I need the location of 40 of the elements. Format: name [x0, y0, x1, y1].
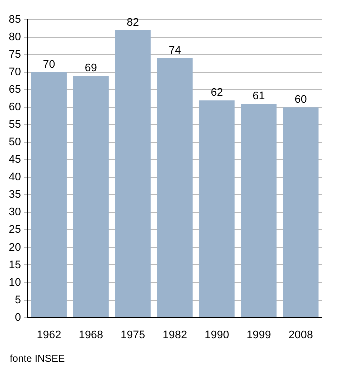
source-note: fonte INSEE [10, 354, 66, 365]
data-label: 62 [210, 87, 224, 100]
y-tick-label: 15 [8, 259, 22, 272]
x-tick-label: 1982 [162, 329, 188, 342]
x-tick-label: 2008 [288, 329, 314, 342]
bar [241, 104, 277, 318]
y-tick-label: 30 [8, 206, 22, 219]
data-label: 69 [85, 62, 98, 75]
y-tick-label: 65 [8, 84, 22, 96]
y-tick-label: 75 [8, 49, 22, 62]
data-label: 70 [43, 59, 56, 72]
y-tick-label: 25 [8, 224, 22, 236]
y-tick-label: 5 [15, 294, 22, 306]
data-label: 82 [127, 17, 140, 30]
y-tick-label: 70 [8, 66, 22, 79]
y-tick-label: 60 [8, 102, 22, 114]
x-tick-label: 1975 [120, 329, 146, 342]
y-tick-label: 80 [8, 32, 22, 44]
x-tick-label: 1990 [204, 329, 230, 342]
x-tick-label: 1962 [36, 329, 62, 342]
y-tick-label: 35 [8, 189, 22, 202]
bar [283, 108, 319, 318]
bar [157, 58, 193, 318]
bar [31, 72, 67, 318]
bar [115, 30, 151, 318]
y-tick-label: 55 [8, 119, 22, 132]
x-tick-label: 1968 [78, 329, 104, 342]
y-tick-label: 10 [8, 276, 22, 289]
data-label: 74 [168, 45, 182, 58]
bar [73, 76, 109, 318]
y-tick-label: 85 [8, 14, 22, 26]
y-tick-label: 50 [8, 136, 22, 149]
y-tick-label: 20 [8, 242, 22, 254]
y-tick-label: 45 [8, 154, 22, 166]
y-tick-label: 40 [8, 172, 22, 184]
data-label: 61 [252, 90, 266, 103]
y-tick-label: 0 [15, 312, 22, 324]
x-tick-label: 1999 [246, 329, 272, 342]
data-label: 60 [294, 94, 308, 106]
bar [199, 100, 235, 318]
